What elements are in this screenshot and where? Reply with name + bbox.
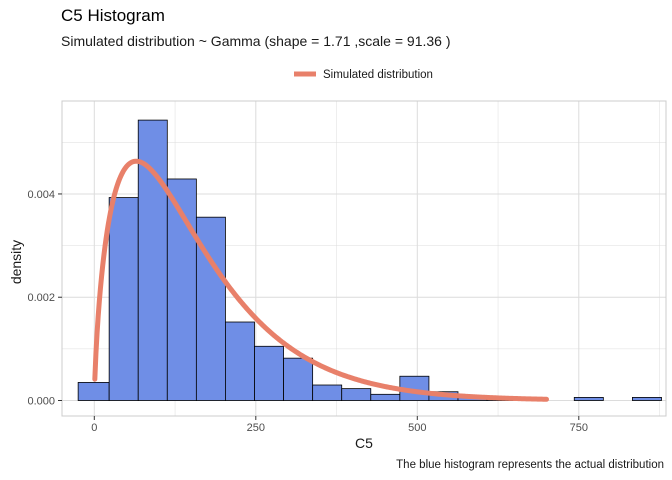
y-axis-label: density (8, 240, 24, 284)
chart-title: C5 Histogram (61, 6, 165, 25)
histogram-bar (341, 388, 372, 401)
histogram-bar (108, 197, 139, 401)
histogram-bar (225, 321, 255, 401)
histogram-bar (573, 397, 604, 401)
histogram-bar (254, 345, 284, 401)
y-axis-ticks: 0.000 0.002 0.004 (27, 189, 62, 408)
simulated-density-curve (92, 158, 549, 402)
x-tick-label: 0 (91, 422, 97, 434)
x-tick-label: 500 (408, 422, 426, 434)
histogram-bar (283, 357, 314, 401)
x-axis-ticks: 0 250 500 750 (91, 416, 588, 434)
histogram-bars (77, 119, 662, 401)
histogram-bar (77, 382, 110, 401)
histogram-bar (632, 397, 662, 401)
histogram-bar (370, 393, 401, 401)
x-axis-label: C5 (355, 435, 373, 451)
chart-subtitle: Simulated distribution ~ Gamma (shape = … (61, 33, 451, 49)
chart-caption: The blue histogram represents the actual… (396, 459, 664, 471)
histogram-bar (312, 384, 343, 401)
y-tick-label: 0.000 (27, 396, 55, 408)
y-tick-label: 0.002 (27, 292, 55, 304)
legend-label-simulated: Simulated distribution (323, 69, 433, 81)
x-tick-label: 250 (247, 422, 265, 434)
legend: Simulated distribution (294, 69, 433, 81)
plot-panel-border (61, 100, 667, 417)
x-tick-label: 750 (570, 422, 588, 434)
y-tick-label: 0.004 (27, 189, 55, 201)
